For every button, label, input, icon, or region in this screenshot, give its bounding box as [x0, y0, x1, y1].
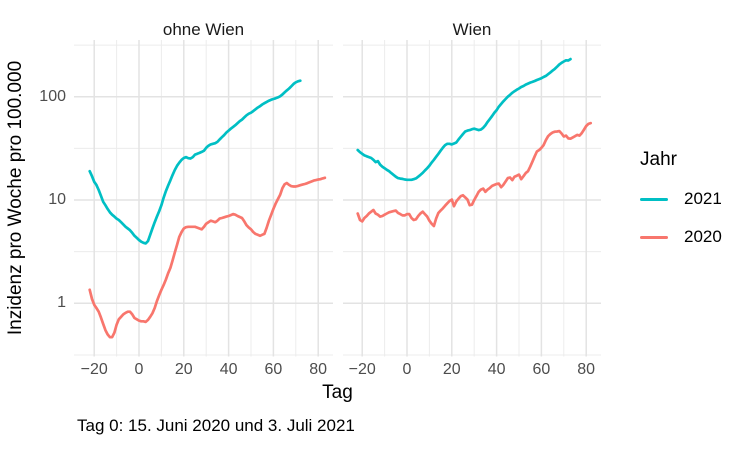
facet-strip-ohne-wien: ohne Wien — [162, 20, 245, 39]
x-tick-label: 40 — [487, 361, 506, 378]
line-2020-ohne-wien — [88, 176, 327, 339]
y-tick-label: 1 — [57, 294, 66, 312]
legend: Jahr 2021 2020 — [640, 149, 722, 265]
x-tick-label: 0 — [134, 361, 144, 378]
line-2021-wien — [356, 57, 572, 182]
x-tick-label: −20 — [348, 361, 376, 378]
x-axis-title: Tag — [322, 382, 353, 403]
x-tick-label: 0 — [402, 361, 412, 378]
x-tick-label: −20 — [80, 361, 108, 378]
facet-strip-wien: Wien — [452, 20, 492, 39]
x-tick-label: 20 — [442, 361, 461, 378]
legend-entry-2021: 2021 — [640, 189, 722, 209]
legend-entries: 2021 2020 — [640, 189, 722, 247]
x-tick-label: 80 — [577, 361, 596, 378]
legend-key-line-2020 — [640, 235, 668, 239]
legend-label: 2021 — [684, 189, 722, 208]
facet-panel-ohne-wien — [74, 40, 333, 357]
line-2021-ohne-wien — [88, 79, 302, 245]
x-tick-label: 80 — [309, 361, 328, 378]
y-axis-title: Inzidenz pro Woche pro 100.000 — [5, 60, 26, 336]
y-tick-label: 100 — [39, 87, 66, 105]
legend-entry-2020: 2020 — [640, 227, 722, 247]
legend-title: Jahr — [640, 149, 677, 170]
x-tick-label: 20 — [174, 361, 193, 378]
legend-label: 2020 — [684, 227, 722, 246]
x-tick-label: 60 — [264, 361, 283, 378]
line-2020-wien — [356, 121, 593, 228]
y-tick-label: 10 — [48, 191, 66, 208]
chart-caption: Tag 0: 15. Juni 2020 und 3. Juli 2021 — [77, 416, 355, 435]
x-tick-label: 40 — [219, 361, 238, 378]
legend-key-line-2021 — [640, 197, 668, 201]
facet-panel-wien — [343, 40, 601, 357]
x-tick-label: 60 — [532, 361, 551, 378]
